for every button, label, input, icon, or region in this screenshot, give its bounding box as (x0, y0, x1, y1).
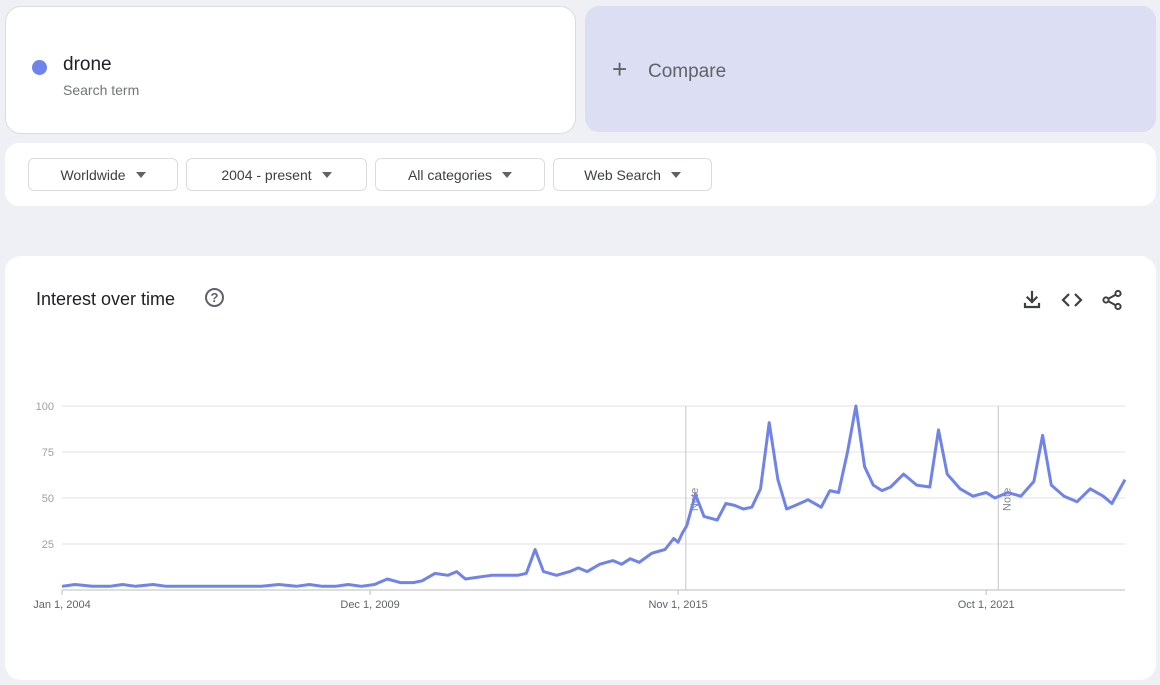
download-icon[interactable] (1020, 288, 1044, 312)
caret-down-icon (670, 171, 681, 178)
term-color-dot (32, 60, 47, 75)
compare-button[interactable]: + Compare (585, 6, 1156, 132)
series-line[interactable] (61, 404, 1127, 588)
embed-code-icon[interactable] (1060, 288, 1084, 312)
search-term-subtitle: Search term (63, 82, 140, 98)
x-tick-label: Jan 1, 2004 (33, 599, 91, 611)
chart-series (61, 404, 1127, 588)
chart-title: Interest over time (36, 289, 176, 309)
y-tick-label: 75 (42, 447, 54, 459)
caret-down-icon (502, 171, 513, 178)
category-filter-label: All categories (407, 166, 493, 183)
time-range-filter-label: 2004 - present (221, 166, 312, 183)
y-axis-ticks: 25 50 75 100 (36, 401, 54, 551)
x-tick-label: Oct 1, 2021 (958, 599, 1015, 611)
time-range-filter[interactable]: 2004 - present (186, 158, 367, 191)
chart-grid (62, 405, 1125, 591)
caret-down-icon (135, 171, 146, 178)
filter-bar: Worldwide 2004 - present All categories … (5, 143, 1156, 206)
y-tick-label: 25 (42, 539, 54, 551)
x-tick-label: Nov 1, 2015 (648, 599, 707, 611)
search-type-filter-label: Web Search (584, 166, 661, 183)
compare-label: Compare (648, 61, 727, 82)
interest-over-time-card: Interest over time ? Note Note 25 50 75 100 … (5, 256, 1156, 680)
region-filter-label: Worldwide (60, 166, 126, 183)
category-filter[interactable]: All categories (375, 158, 545, 191)
search-term-card[interactable]: drone Search term (5, 6, 576, 134)
share-icon[interactable] (1100, 288, 1124, 312)
search-type-filter[interactable]: Web Search (553, 158, 712, 191)
caret-down-icon (321, 171, 332, 178)
help-icon[interactable]: ? (205, 288, 224, 307)
region-filter[interactable]: Worldwide (28, 158, 178, 191)
y-tick-label: 50 (42, 493, 54, 505)
x-axis-ticks: Jan 1, 2004 Dec 1, 2009 Nov 1, 2015 Oct 1, … (33, 590, 1015, 611)
x-tick-label: Dec 1, 2009 (340, 599, 399, 611)
search-term-name[interactable]: drone (63, 54, 112, 75)
plus-icon: + (612, 54, 628, 84)
y-tick-label: 100 (36, 401, 54, 413)
